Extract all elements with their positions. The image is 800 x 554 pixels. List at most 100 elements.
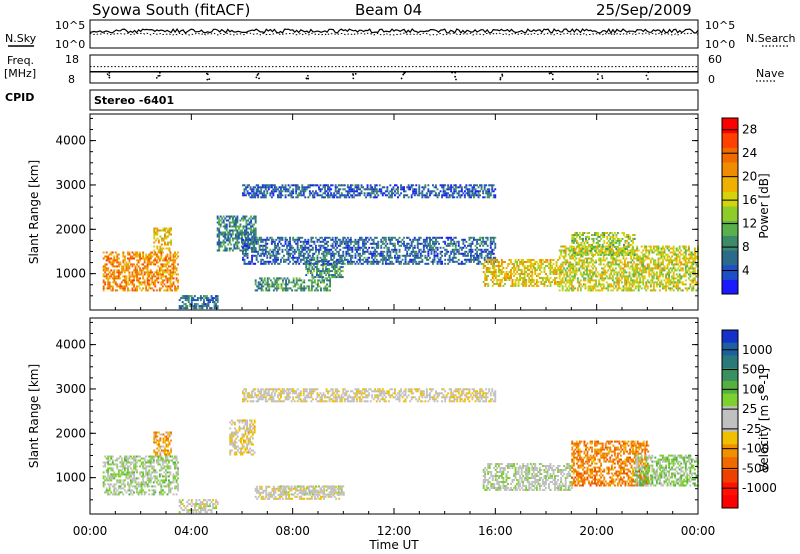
data-cell xyxy=(212,297,215,300)
data-cell xyxy=(425,262,428,265)
data-cell xyxy=(236,233,239,236)
data-cell xyxy=(522,273,525,275)
data-cell xyxy=(305,188,308,191)
data-cell xyxy=(228,221,231,224)
data-cell xyxy=(349,188,352,191)
data-cell xyxy=(672,263,675,266)
data-cell xyxy=(260,283,263,286)
data-cell xyxy=(313,196,316,199)
data-cell xyxy=(507,273,509,275)
data-cell xyxy=(270,184,273,187)
data-cell xyxy=(104,275,107,278)
data-cell xyxy=(456,196,459,199)
data-cell xyxy=(672,247,675,250)
data-cell xyxy=(237,231,240,234)
data-cell xyxy=(386,186,389,189)
data-cell xyxy=(330,256,333,259)
data-cell xyxy=(151,261,154,264)
data-cell xyxy=(207,299,210,302)
data-cell xyxy=(528,281,531,283)
data-cell xyxy=(492,240,495,243)
data-cell xyxy=(252,196,255,199)
data-cell xyxy=(360,236,363,239)
data-cell xyxy=(690,251,693,254)
data-cell xyxy=(267,260,270,263)
data-cell xyxy=(244,225,246,228)
data-cell xyxy=(625,283,628,286)
data-cell xyxy=(105,267,108,270)
data-cell xyxy=(543,281,546,283)
data-cell xyxy=(383,236,386,239)
data-cell xyxy=(406,186,409,189)
data-cell xyxy=(445,188,448,191)
data-cell xyxy=(123,271,126,274)
data-cell xyxy=(450,188,453,191)
data-cell xyxy=(295,190,298,193)
data-cell xyxy=(284,190,287,193)
data-cell xyxy=(537,281,540,283)
data-cell xyxy=(589,251,592,254)
data-cell xyxy=(433,242,436,245)
data-cell xyxy=(448,254,451,257)
data-cell xyxy=(251,238,254,241)
data-cell xyxy=(642,249,645,252)
data-cell xyxy=(570,283,573,286)
data-cell xyxy=(311,196,314,199)
data-cell xyxy=(272,277,275,280)
data-cell xyxy=(241,229,243,232)
data-cell xyxy=(263,262,266,265)
data-cell xyxy=(255,256,258,259)
data-cell xyxy=(419,260,422,263)
data-cell xyxy=(634,269,637,272)
data-cell xyxy=(627,281,630,284)
data-cell xyxy=(174,285,177,288)
data-cell xyxy=(366,194,369,197)
data-cell xyxy=(633,275,636,278)
data-cell xyxy=(507,265,509,267)
data-cell xyxy=(348,196,351,199)
data-cell xyxy=(477,248,480,251)
data-cell xyxy=(246,192,249,195)
data-cell xyxy=(166,287,169,290)
data-cell xyxy=(366,250,369,253)
data-cell xyxy=(316,192,319,195)
data-cell xyxy=(397,258,399,261)
data-cell xyxy=(474,190,477,193)
data-cell xyxy=(564,251,567,254)
data-cell xyxy=(532,281,535,283)
data-cell xyxy=(666,267,669,270)
data-cell xyxy=(246,252,249,255)
data-cell xyxy=(456,250,459,253)
data-cell xyxy=(489,236,492,239)
data-cell xyxy=(248,237,251,240)
data-cell xyxy=(254,229,257,232)
data-cell xyxy=(123,269,126,272)
data-cell xyxy=(209,301,212,304)
data-cell xyxy=(476,262,479,265)
data-cell xyxy=(284,188,287,191)
data-cell xyxy=(277,262,279,265)
data-cell xyxy=(630,265,633,268)
data-cell xyxy=(471,250,474,253)
data-cell xyxy=(303,281,306,284)
data-cell xyxy=(251,248,254,251)
data-cell xyxy=(503,273,506,275)
data-cell xyxy=(277,256,279,259)
data-cell xyxy=(418,188,421,191)
data-cell xyxy=(334,262,337,265)
freq-label: Freq. xyxy=(7,54,34,67)
data-cell xyxy=(186,305,189,308)
data-cell xyxy=(535,281,538,283)
data-cell xyxy=(677,283,680,286)
data-cell xyxy=(371,192,374,195)
data-cell xyxy=(419,252,422,255)
data-cell xyxy=(289,194,292,197)
data-cell xyxy=(246,236,249,239)
data-cell xyxy=(516,265,519,267)
data-cell xyxy=(270,250,273,253)
data-cell xyxy=(483,250,486,253)
data-cell xyxy=(435,184,437,187)
data-cell xyxy=(157,275,160,278)
data-cell xyxy=(209,307,212,310)
data-cell xyxy=(445,194,448,197)
